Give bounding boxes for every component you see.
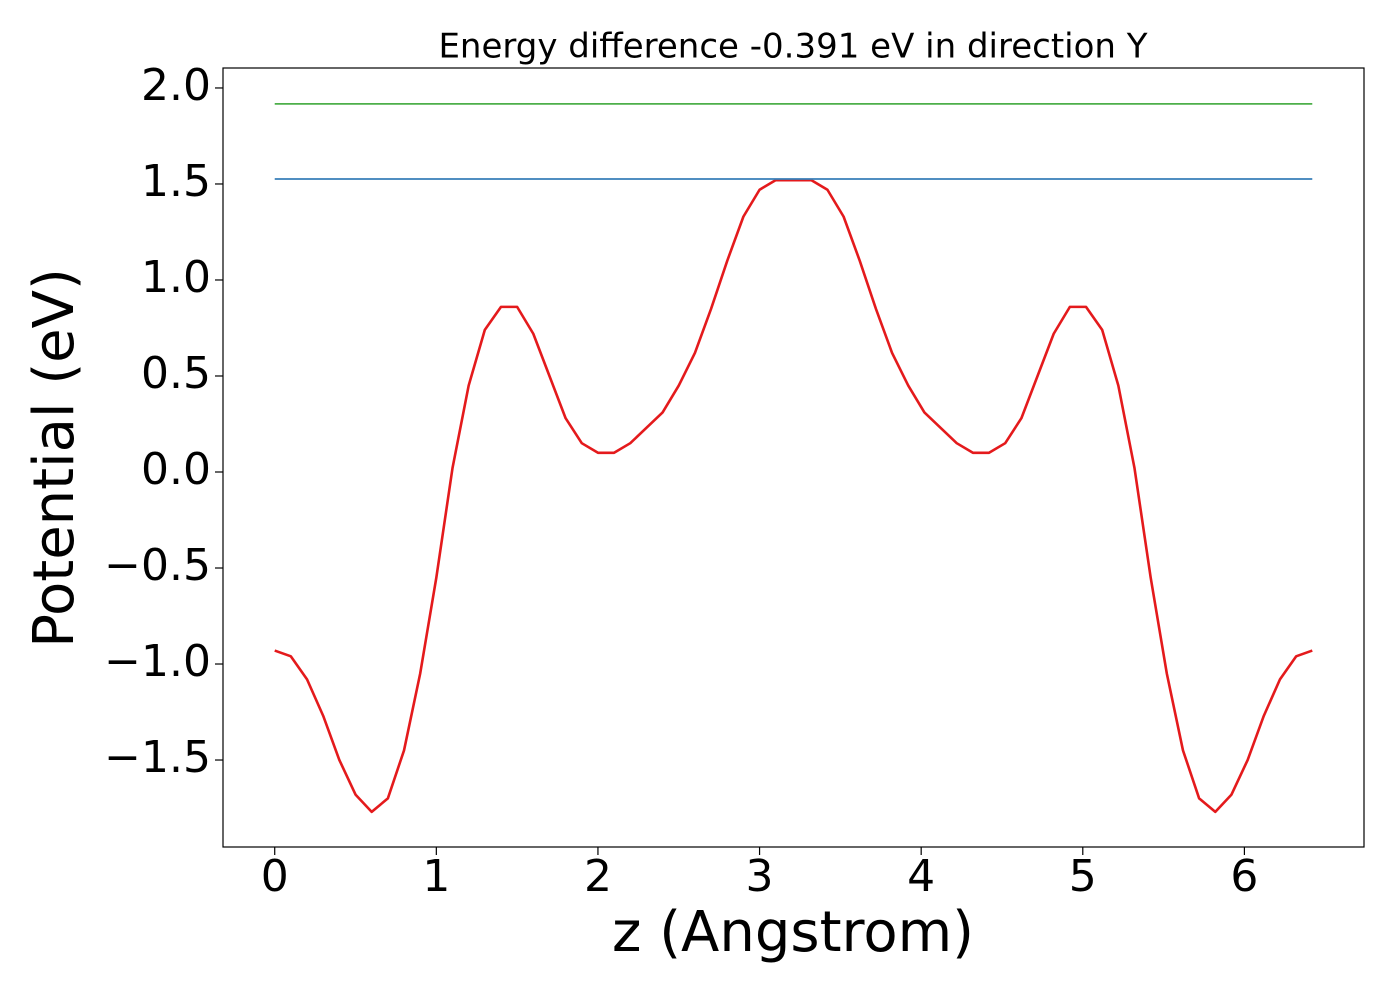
plot-frame (222, 67, 1365, 848)
x-axis-label: z (Angstrom) (612, 900, 974, 965)
chart-title: Energy difference -0.391 eV in direction… (438, 27, 1147, 67)
y-tick-label: −1.5 (104, 732, 211, 783)
x-tick-label: 6 (1230, 851, 1258, 902)
x-tick-label: 5 (1069, 851, 1097, 902)
y-tick-label: 2.0 (141, 60, 211, 111)
y-tick-label: 1.0 (141, 252, 211, 303)
y-tick-label: −0.5 (104, 540, 211, 591)
y-tick-label: 0.5 (141, 348, 211, 399)
y-axis-label: Potential (eV) (22, 268, 87, 648)
data-line (274, 178, 1313, 814)
x-tick-label: 0 (261, 851, 289, 902)
y-tick-label: 0.0 (141, 444, 211, 495)
y-tick-label: 1.5 (141, 156, 211, 207)
x-tick-label: 1 (422, 851, 450, 902)
y-tick-label: −1.0 (104, 636, 211, 687)
x-tick-label: 4 (907, 851, 935, 902)
x-tick-label: 3 (746, 851, 774, 902)
x-tick-label: 2 (584, 851, 612, 902)
